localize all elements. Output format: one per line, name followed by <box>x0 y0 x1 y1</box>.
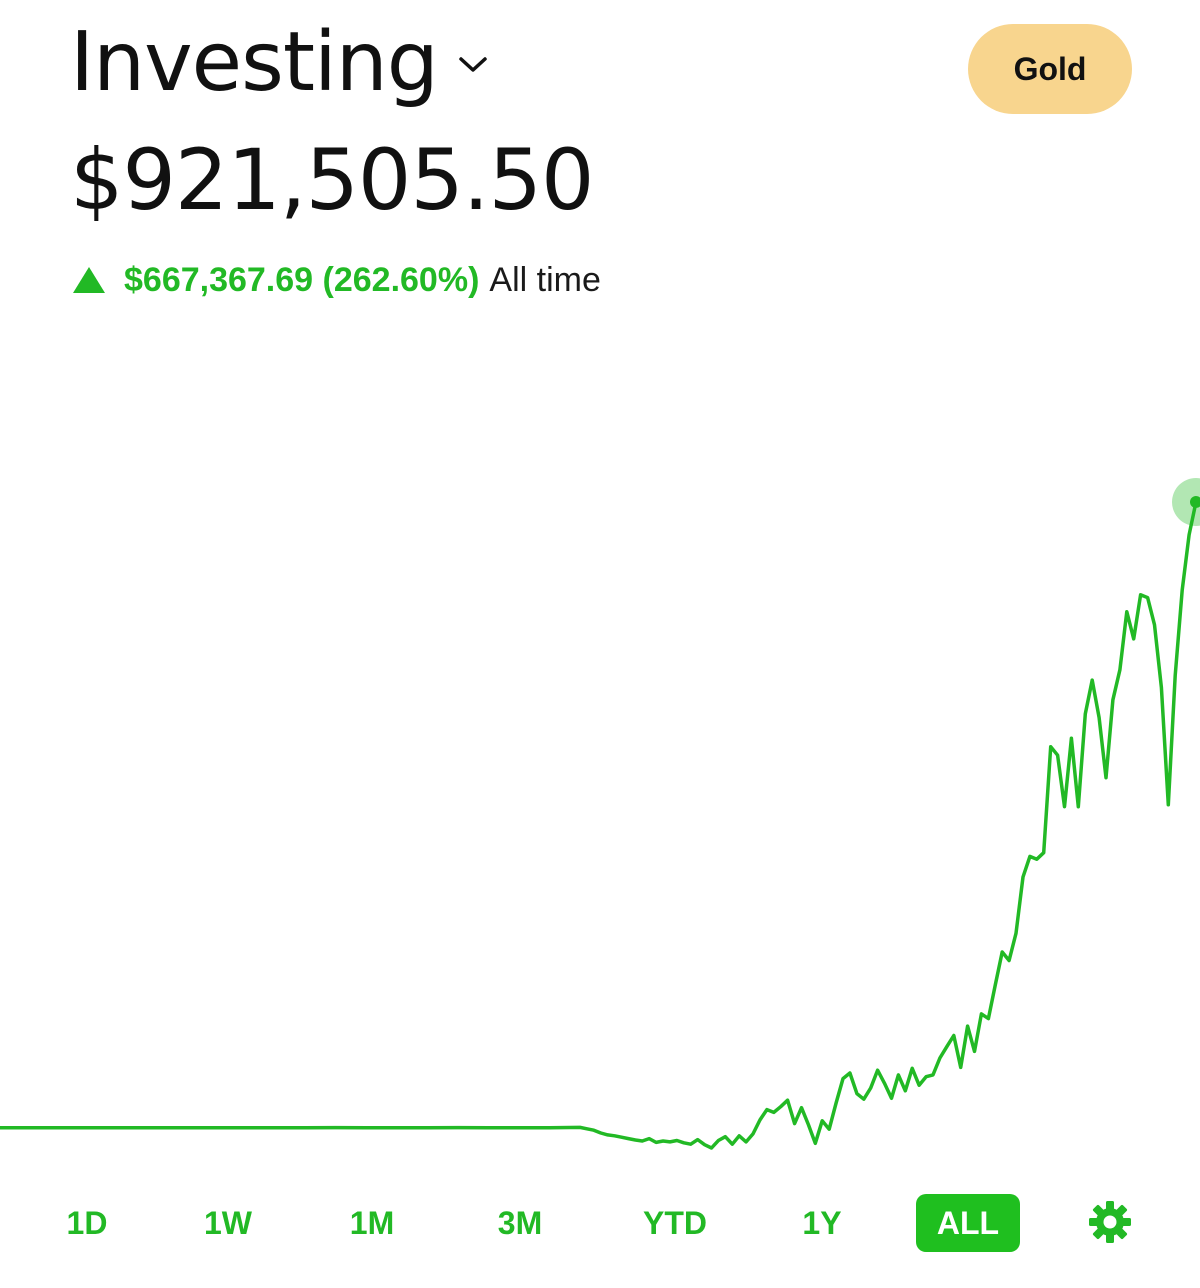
range-selector: 1D 1W 1M 3M YTD 1Y ALL <box>0 1190 1200 1256</box>
change-amount: $667,367.69 (262.60%) <box>124 261 480 299</box>
range-tab-1w[interactable]: 1W <box>204 1205 252 1241</box>
portfolio-chart[interactable] <box>0 440 1200 1180</box>
portfolio-line <box>0 501 1198 1150</box>
range-tab-3m[interactable]: 3M <box>497 1205 543 1241</box>
triangle-up-icon <box>73 267 105 293</box>
range-tab-ytd[interactable]: YTD <box>643 1205 707 1241</box>
current-point-halo <box>1172 478 1200 526</box>
account-selector[interactable]: Investing <box>70 18 490 108</box>
current-point <box>1190 496 1200 508</box>
chevron-down-icon <box>459 57 487 72</box>
portfolio-change: $667,367.69 (262.60%) All time <box>72 258 601 302</box>
header: Investing <box>70 18 490 108</box>
range-tab-1y[interactable]: 1Y <box>802 1205 842 1241</box>
range-tab-1d[interactable]: 1D <box>66 1205 108 1241</box>
gear-icon[interactable] <box>1088 1200 1132 1244</box>
range-tab-all[interactable]: ALL <box>916 1194 1020 1252</box>
gold-button[interactable]: Gold <box>968 24 1132 114</box>
portfolio-balance: $921,505.50 <box>70 131 594 229</box>
range-tab-1m[interactable]: 1M <box>349 1205 395 1241</box>
page-title: Investing <box>70 15 439 110</box>
change-period: All time <box>489 261 601 299</box>
